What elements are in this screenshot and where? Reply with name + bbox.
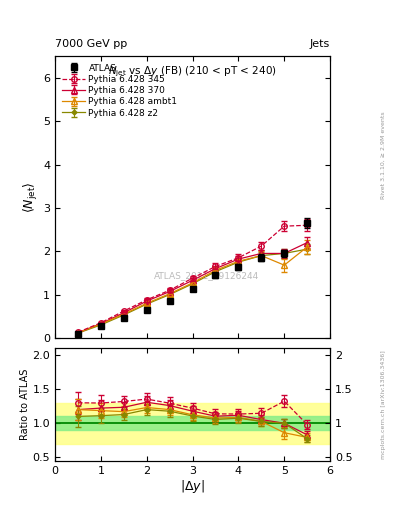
X-axis label: $|\Delta y|$: $|\Delta y|$ — [180, 478, 205, 496]
Text: ATLAS_2011_S9126244: ATLAS_2011_S9126244 — [154, 271, 259, 281]
Y-axis label: Ratio to ATLAS: Ratio to ATLAS — [20, 369, 29, 440]
Text: mcplots.cern.ch [arXiv:1306.3436]: mcplots.cern.ch [arXiv:1306.3436] — [381, 350, 386, 459]
Y-axis label: $\langle N_{\rm jet}\rangle$: $\langle N_{\rm jet}\rangle$ — [22, 181, 40, 213]
Text: Rivet 3.1.10, ≥ 2.9M events: Rivet 3.1.10, ≥ 2.9M events — [381, 111, 386, 199]
Legend: ATLAS, Pythia 6.428 345, Pythia 6.428 370, Pythia 6.428 ambt1, Pythia 6.428 z2: ATLAS, Pythia 6.428 345, Pythia 6.428 37… — [59, 61, 180, 120]
Text: $N_{\rm jet}$ vs $\Delta y$ (FB) (210 < pT < 240): $N_{\rm jet}$ vs $\Delta y$ (FB) (210 < … — [108, 65, 277, 79]
Bar — [55, 403, 330, 444]
Text: Jets: Jets — [310, 38, 330, 49]
Text: 7000 GeV pp: 7000 GeV pp — [55, 38, 127, 49]
Bar — [55, 416, 330, 430]
